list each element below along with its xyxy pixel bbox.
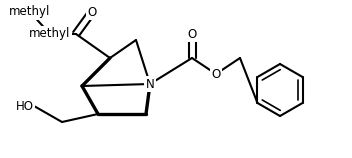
Text: methyl: methyl — [29, 27, 71, 40]
Text: O: O — [187, 27, 197, 40]
Text: N: N — [146, 78, 155, 91]
Text: methyl: methyl — [9, 6, 51, 18]
Text: HO: HO — [16, 100, 34, 112]
Text: O: O — [87, 6, 97, 18]
Text: O: O — [211, 67, 221, 80]
